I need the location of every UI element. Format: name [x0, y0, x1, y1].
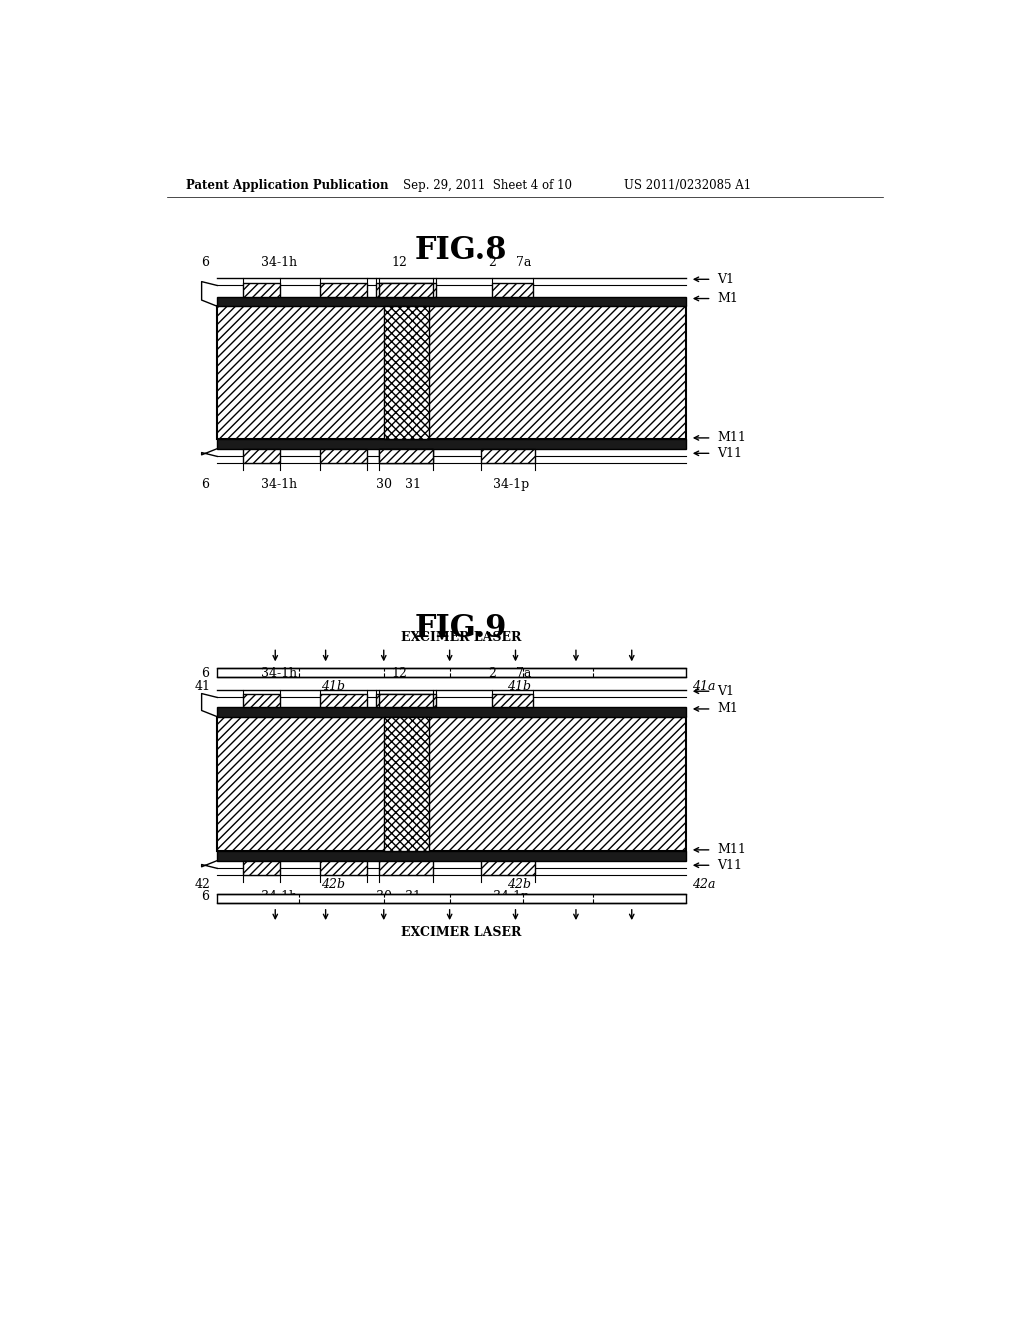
Bar — [376, 284, 436, 297]
Text: 12: 12 — [391, 668, 408, 681]
Text: 2: 2 — [488, 668, 497, 681]
Bar — [217, 708, 686, 717]
Bar — [384, 306, 429, 440]
Text: 6: 6 — [202, 668, 209, 681]
Text: 31: 31 — [406, 478, 421, 491]
Text: 30: 30 — [376, 890, 392, 903]
Bar — [480, 449, 535, 462]
Text: FIG.8: FIG.8 — [415, 235, 508, 267]
Text: 34-1h: 34-1h — [261, 478, 297, 491]
Text: 34-1p: 34-1p — [494, 890, 529, 903]
Bar — [243, 284, 280, 297]
Bar — [243, 449, 280, 462]
Text: 31: 31 — [406, 890, 421, 903]
Text: 7a: 7a — [515, 256, 530, 268]
Text: 42b: 42b — [322, 878, 345, 891]
Bar — [217, 851, 686, 861]
Text: 41b: 41b — [507, 681, 531, 693]
Text: 34-1h: 34-1h — [261, 668, 297, 681]
Text: M1: M1 — [717, 292, 738, 305]
Text: V11: V11 — [717, 446, 742, 459]
Text: 2: 2 — [488, 256, 497, 268]
Text: 34-1h: 34-1h — [261, 890, 297, 903]
Text: 34-1p: 34-1p — [494, 478, 529, 491]
Text: 34-1h: 34-1h — [261, 256, 297, 268]
Text: Sep. 29, 2011  Sheet 4 of 10: Sep. 29, 2011 Sheet 4 of 10 — [403, 178, 572, 191]
Bar — [243, 861, 280, 875]
Bar — [493, 284, 532, 297]
Text: 41b: 41b — [322, 681, 345, 693]
Bar — [379, 449, 433, 462]
Text: 42: 42 — [195, 878, 211, 891]
Text: 41a: 41a — [692, 681, 716, 693]
Text: 42b: 42b — [507, 878, 531, 891]
Bar — [321, 449, 367, 462]
Text: EXCIMER LASER: EXCIMER LASER — [401, 925, 521, 939]
Bar — [493, 693, 532, 708]
Text: M11: M11 — [717, 432, 745, 445]
Bar — [217, 440, 686, 449]
Text: 30: 30 — [376, 478, 392, 491]
Text: M1: M1 — [717, 702, 738, 715]
Bar — [321, 693, 367, 708]
Bar — [217, 297, 686, 306]
Text: 6: 6 — [202, 478, 209, 491]
Bar — [217, 717, 686, 851]
Bar — [321, 284, 367, 297]
Text: 41: 41 — [195, 681, 211, 693]
Bar — [376, 693, 436, 708]
Bar — [217, 306, 686, 440]
Bar — [379, 449, 433, 462]
Bar — [480, 861, 535, 875]
Bar — [379, 693, 433, 708]
Text: 6: 6 — [202, 256, 209, 268]
Text: M11: M11 — [717, 843, 745, 857]
Text: 7a: 7a — [515, 668, 530, 681]
Text: Patent Application Publication: Patent Application Publication — [186, 178, 389, 191]
Bar — [243, 693, 280, 708]
Bar — [379, 861, 433, 875]
Text: EXCIMER LASER: EXCIMER LASER — [401, 631, 521, 644]
Bar — [379, 284, 433, 297]
Text: V1: V1 — [717, 273, 734, 286]
Text: FIG.9: FIG.9 — [415, 612, 508, 644]
Text: V1: V1 — [717, 685, 734, 698]
Text: V11: V11 — [717, 859, 742, 871]
Text: 42a: 42a — [692, 878, 716, 891]
Bar — [217, 894, 686, 903]
Text: 12: 12 — [391, 256, 408, 268]
Bar — [384, 717, 429, 851]
Text: 6: 6 — [202, 890, 209, 903]
Text: US 2011/0232085 A1: US 2011/0232085 A1 — [624, 178, 752, 191]
Bar — [217, 668, 686, 677]
Bar — [321, 861, 367, 875]
